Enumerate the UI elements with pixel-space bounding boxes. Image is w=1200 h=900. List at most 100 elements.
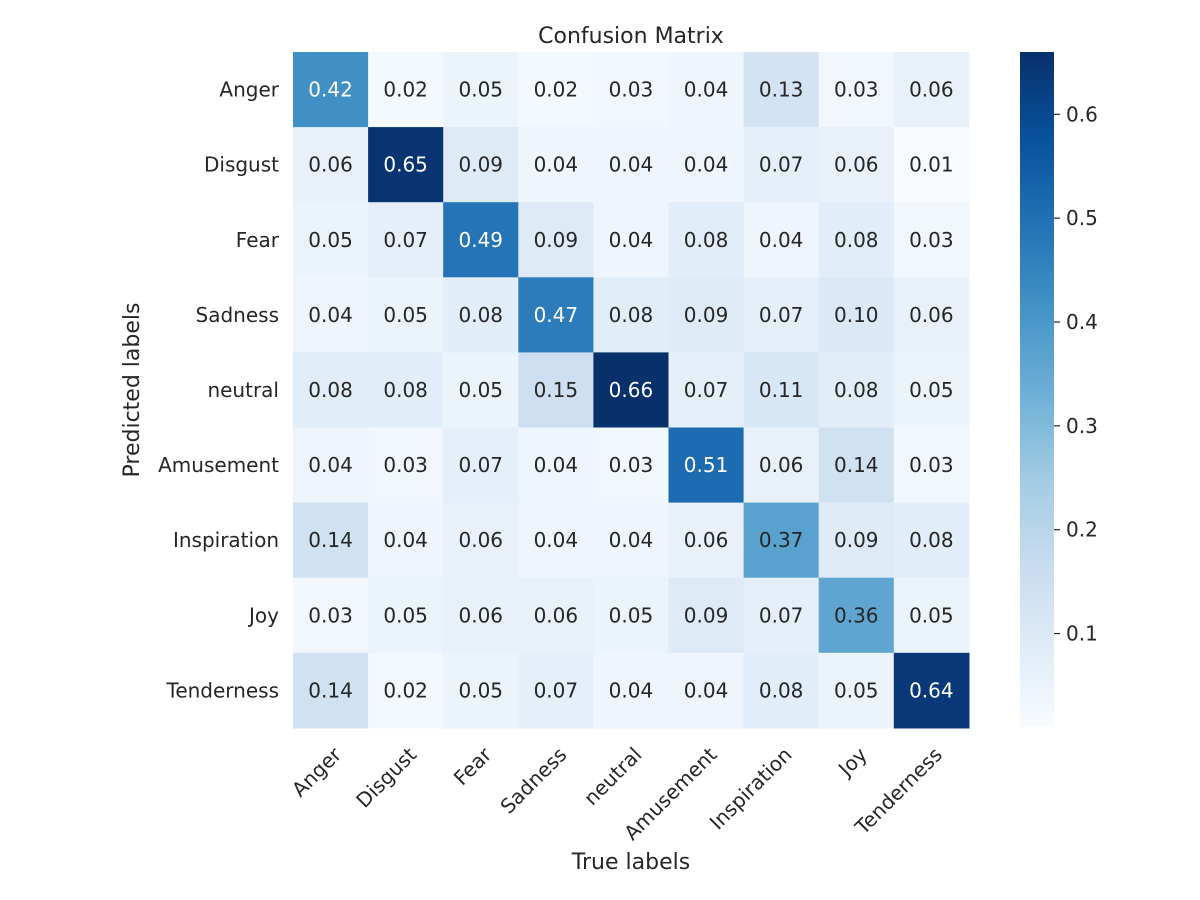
- cell-value-label: 0.08: [834, 378, 879, 402]
- y-tick-label: Tenderness: [166, 678, 280, 702]
- cell-value-label: 0.02: [534, 78, 579, 102]
- heatmap-cell: [443, 352, 519, 429]
- cell-value-label: 0.04: [684, 78, 729, 102]
- colorbar-gradient: [1020, 52, 1054, 727]
- cell-value-label: 0.36: [834, 603, 879, 627]
- cell-value-label: 0.05: [458, 678, 503, 702]
- heatmap-cell: [443, 127, 519, 203]
- y-tick-label: Inspiration: [173, 528, 279, 552]
- cell-value-label: 0.49: [458, 228, 503, 252]
- cell-value-label: 0.14: [834, 453, 879, 477]
- cell-value-label: 0.06: [909, 78, 954, 102]
- heatmap-cell: [668, 127, 745, 203]
- heatmap-cell: [818, 502, 895, 579]
- cell-value-label: 0.04: [609, 528, 654, 552]
- cell-value-label: 0.06: [458, 528, 503, 552]
- heatmap-cell: [668, 277, 745, 353]
- colorbar: 0.1 0.2 0.3 0.4 0.5 0.6: [1020, 52, 1098, 727]
- cell-value-label: 0.47: [534, 303, 579, 327]
- heatmap-cell: [443, 277, 519, 353]
- heatmap-cell: [518, 277, 594, 353]
- x-tick-label: Fear: [449, 742, 497, 790]
- heatmap-cell: [593, 502, 670, 579]
- cell-value-label: 0.06: [834, 153, 879, 177]
- heatmap-cell: [593, 352, 670, 429]
- cell-value-label: 0.02: [383, 678, 428, 702]
- cell-value-label: 0.08: [834, 228, 879, 252]
- heatmap-cell: [743, 352, 820, 429]
- heatmap-cell: [668, 202, 745, 278]
- cell-value-label: 0.05: [909, 378, 954, 402]
- heatmap-cell: [443, 427, 519, 504]
- colorbar-tick-label: 0.1: [1066, 622, 1098, 646]
- heatmap-cell: [593, 127, 670, 203]
- colorbar-tick-label: 0.5: [1066, 206, 1098, 230]
- x-tick-label: Inspiration: [705, 742, 797, 834]
- x-tick-label: Anger: [287, 742, 347, 802]
- cell-value-label: 0.04: [308, 303, 353, 327]
- heatmap-cell: [443, 652, 519, 729]
- heatmap-cell: [593, 202, 670, 278]
- cell-value-label: 0.09: [684, 603, 729, 627]
- heatmap-cell: [368, 577, 444, 654]
- heatmap-cell: [818, 427, 895, 504]
- heatmap-cell: [743, 427, 820, 504]
- cell-value-label: 0.08: [308, 378, 353, 402]
- cell-value-label: 0.05: [383, 603, 428, 627]
- y-tick-label: Joy: [247, 603, 279, 627]
- cell-value-label: 0.05: [834, 678, 879, 702]
- heatmap-cell: [893, 277, 970, 353]
- heatmap-cell: [368, 277, 444, 353]
- heatmap-cell: [818, 652, 895, 729]
- cell-value-label: 0.11: [759, 378, 804, 402]
- colorbar-tick-label: 0.3: [1066, 414, 1098, 438]
- cell-value-label: 0.07: [759, 603, 804, 627]
- heatmap-cell: [368, 352, 444, 429]
- heatmap-cell: [293, 52, 369, 128]
- heatmap-cell: [518, 427, 594, 504]
- cell-value-label: 0.01: [909, 153, 954, 177]
- heatmap-cell: [593, 277, 670, 353]
- cell-value-label: 0.03: [609, 453, 654, 477]
- cell-value-label: 0.03: [909, 228, 954, 252]
- heatmap-cell: [743, 577, 820, 654]
- y-tick-label: neutral: [207, 378, 279, 402]
- cell-value-label: 0.04: [609, 678, 654, 702]
- heatmap-cell: [818, 577, 895, 654]
- cell-value-label: 0.03: [834, 78, 879, 102]
- heatmap-cell: [893, 127, 970, 203]
- cell-value-label: 0.07: [759, 303, 804, 327]
- cell-value-label: 0.08: [609, 303, 654, 327]
- cell-value-label: 0.42: [308, 78, 353, 102]
- cell-value-label: 0.07: [534, 678, 579, 702]
- x-tick-label: neutral: [579, 742, 647, 810]
- x-tick-label: Disgust: [351, 742, 421, 812]
- y-tick-label: Sadness: [196, 303, 279, 327]
- cell-value-label: 0.14: [308, 528, 353, 552]
- heatmap-cell: [593, 427, 670, 504]
- cell-value-label: 0.65: [383, 153, 428, 177]
- cell-value-label: 0.14: [308, 678, 353, 702]
- heatmap-cell: [293, 202, 369, 278]
- cell-value-label: 0.04: [609, 228, 654, 252]
- cell-value-label: 0.13: [759, 78, 804, 102]
- cell-value-label: 0.08: [909, 528, 954, 552]
- cell-value-label: 0.04: [308, 453, 353, 477]
- heatmap-cell: [743, 277, 820, 353]
- cell-value-label: 0.04: [534, 453, 579, 477]
- cell-value-label: 0.05: [909, 603, 954, 627]
- heatmap-cell: [743, 52, 820, 128]
- heatmap-cell: [668, 577, 745, 654]
- cell-value-label: 0.03: [609, 78, 654, 102]
- y-tick-label: Amusement: [158, 453, 279, 477]
- heatmap-cell: [818, 202, 895, 278]
- heatmap-cell: [893, 202, 970, 278]
- cell-value-label: 0.37: [759, 528, 804, 552]
- cell-value-label: 0.05: [458, 378, 503, 402]
- cell-value-label: 0.07: [759, 153, 804, 177]
- cell-value-label: 0.03: [383, 453, 428, 477]
- x-tick-label: Sadness: [495, 742, 571, 818]
- y-tick-label: Disgust: [204, 153, 279, 177]
- colorbar-tick-label: 0.2: [1066, 518, 1098, 542]
